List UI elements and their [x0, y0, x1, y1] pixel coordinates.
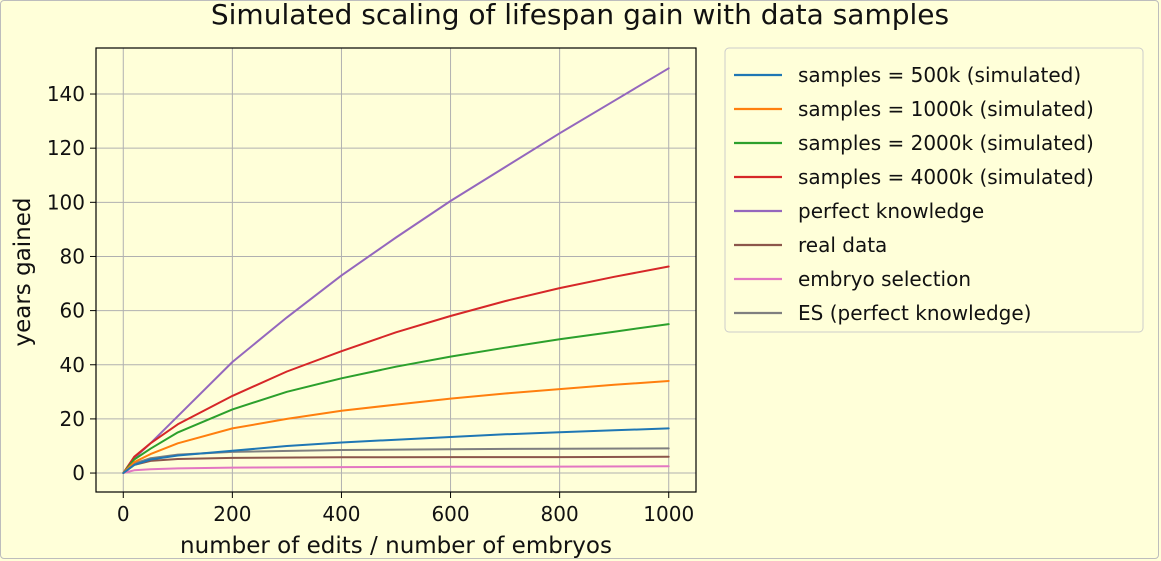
- legend-label: samples = 4000k (simulated): [798, 165, 1094, 189]
- series-line: [122, 323, 670, 474]
- y-tick-label: 140: [47, 82, 85, 106]
- legend-label: embryo selection: [798, 267, 971, 291]
- plot-area-border: [95, 47, 697, 493]
- legend-label: perfect knowledge: [798, 199, 984, 223]
- legend: samples = 500k (simulated) samples = 1000…: [724, 47, 1144, 333]
- y-tick-label: 0: [72, 461, 85, 485]
- x-tick-label: 600: [431, 502, 469, 526]
- legend-label: real data: [798, 233, 887, 257]
- axis-ticks: 0 200 400 600 800 1000 0 20 40 60 80 100 120 140: [47, 82, 694, 526]
- legend-label: samples = 1000k (simulated): [798, 97, 1094, 121]
- series-line: [122, 455, 670, 474]
- x-tick-label: 400: [322, 502, 360, 526]
- legend-label: ES (perfect knowledge): [798, 301, 1031, 325]
- x-tick-label: 1000: [643, 502, 694, 526]
- chart-title: Simulated scaling of lifespan gain with …: [211, 0, 949, 31]
- legend-box: [724, 47, 1144, 333]
- series-lines: [122, 67, 670, 474]
- series-line: [122, 380, 670, 474]
- series-line: [122, 265, 670, 474]
- grid: [96, 48, 696, 492]
- x-axis-label: number of edits / number of embryos: [180, 533, 612, 559]
- x-tick-label: 200: [213, 502, 251, 526]
- y-tick-label: 60: [60, 299, 85, 323]
- x-tick-label: 0: [117, 502, 130, 526]
- y-tick-label: 20: [60, 407, 85, 431]
- y-tick-label: 40: [60, 353, 85, 377]
- legend-label: samples = 500k (simulated): [798, 63, 1081, 87]
- series-line: [122, 465, 670, 474]
- y-tick-label: 80: [60, 244, 85, 268]
- x-tick-label: 800: [541, 502, 579, 526]
- series-line: [122, 427, 670, 474]
- y-tick-label: 120: [47, 136, 85, 160]
- legend-label: samples = 2000k (simulated): [798, 131, 1094, 155]
- series-line: [122, 447, 670, 474]
- y-tick-label: 100: [47, 190, 85, 214]
- series-line: [122, 67, 670, 474]
- y-axis-label: years gained: [10, 197, 36, 346]
